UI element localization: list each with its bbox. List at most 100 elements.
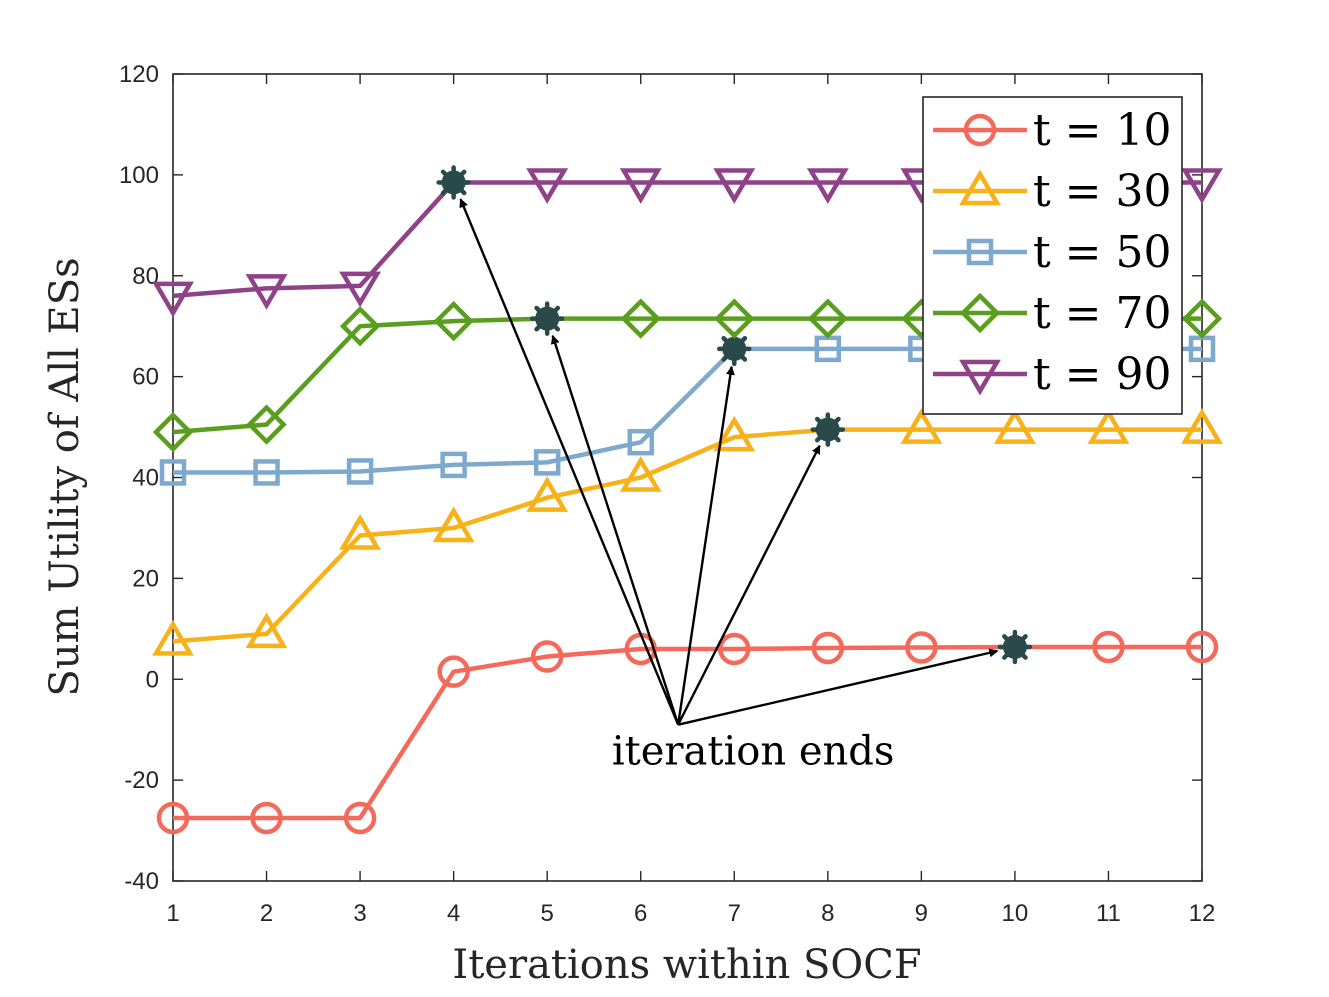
iteration-end-marker [436, 165, 471, 200]
series-2 [152, 408, 1223, 656]
data-point [440, 451, 467, 479]
data-point [620, 298, 661, 339]
data-point [900, 408, 943, 444]
data-point [806, 168, 849, 204]
data-point [250, 801, 283, 835]
data-point [714, 298, 755, 339]
data-point [993, 408, 1036, 444]
data-point [619, 168, 662, 204]
data-point [526, 168, 569, 204]
data-point [437, 655, 470, 688]
annotation-label: iteration ends [612, 729, 895, 775]
y-tick-label: 60 [132, 364, 159, 391]
x-tick-label: 9 [915, 900, 928, 927]
y-axis-title: Sum Utility of All ESs [42, 257, 88, 696]
annotation-group: iteration ends [459, 198, 999, 775]
iteration-end-marker [997, 629, 1033, 665]
end-marker-ray [721, 336, 748, 362]
end-marker-ray [440, 169, 467, 196]
annotation-arrow [676, 365, 735, 725]
series-line [172, 427, 1202, 644]
data-point [339, 514, 382, 550]
data-point [1181, 168, 1223, 204]
iteration-end-marker [529, 301, 565, 336]
x-tick-label: 2 [260, 900, 273, 927]
x-axis-title: Iterations within SOCF [452, 942, 921, 988]
data-point [718, 632, 751, 666]
legend-entry: t = 50 [933, 227, 1172, 278]
data-point [253, 459, 280, 486]
x-tick-label: 11 [1096, 900, 1121, 927]
data-point [1181, 298, 1223, 339]
data-point [807, 298, 849, 339]
data-point [627, 428, 654, 456]
annotation-arrow [677, 444, 821, 726]
iteration-end-marker [810, 412, 846, 447]
data-point [432, 506, 475, 543]
x-tick-label: 1 [166, 900, 179, 927]
data-point [1087, 408, 1130, 444]
y-tick-label: -20 [124, 767, 159, 794]
data-point [346, 458, 374, 485]
legend: t = 10 t = 30 t = 50 t = 70 t = 90 [922, 96, 1183, 415]
data-point [811, 631, 845, 665]
y-tick-label: 40 [132, 465, 159, 492]
data-point [905, 631, 938, 664]
data-point [343, 801, 377, 835]
legend-swatch-marker [959, 359, 1001, 396]
annotation-arrow [550, 334, 680, 726]
data-point [433, 300, 474, 342]
x-tick-label: 5 [541, 900, 554, 927]
legend-label: t = 70 [1033, 288, 1172, 339]
legend-entry: t = 70 [933, 288, 1172, 339]
x-tick-label: 7 [728, 900, 741, 927]
y-tick-label: 0 [146, 666, 159, 693]
x-tick-label: 4 [447, 900, 460, 927]
legend-label: t = 30 [1033, 166, 1172, 217]
x-tick-label: 6 [634, 900, 647, 927]
data-point [530, 640, 564, 673]
legend-entry: t = 10 [933, 105, 1172, 156]
data-point [156, 801, 190, 835]
legend-label: t = 90 [1033, 349, 1172, 400]
data-point [526, 476, 569, 512]
data-point [1181, 408, 1223, 444]
data-point [713, 415, 756, 452]
legend-swatch-marker [959, 169, 1001, 206]
data-point [152, 281, 194, 318]
end-marker-ray [534, 305, 561, 332]
x-tick-label: 8 [821, 900, 834, 927]
end-marker-ray [814, 416, 841, 443]
data-point [246, 404, 287, 445]
legend-swatch-marker [963, 113, 997, 147]
legend-entry: t = 30 [933, 166, 1172, 217]
data-point [245, 274, 288, 310]
x-tick-label: 10 [1002, 900, 1029, 927]
data-point [152, 619, 194, 656]
y-tick-label: 120 [119, 61, 159, 88]
legend-entry: t = 90 [933, 349, 1172, 400]
annotation-arrow [459, 198, 680, 726]
legend-label: t = 10 [1033, 105, 1172, 156]
data-point [619, 456, 662, 492]
y-tick-label: 20 [132, 565, 159, 592]
data-point [1185, 630, 1219, 664]
legend-swatch-marker [966, 238, 994, 266]
data-point [152, 411, 194, 453]
data-point [245, 612, 288, 649]
data-point [159, 459, 187, 486]
data-point [339, 306, 381, 347]
y-tick-label: -40 [124, 868, 159, 895]
data-point [1092, 630, 1125, 664]
data-point [713, 168, 756, 204]
data-point [533, 449, 561, 476]
iteration-end-marker [717, 331, 752, 367]
annotation-arrow [677, 648, 999, 726]
series-1 [156, 629, 1219, 835]
data-point [339, 271, 382, 308]
legend-swatch-marker [959, 292, 1001, 334]
end-marker-ray [1002, 634, 1028, 660]
x-tick-label: 12 [1189, 900, 1216, 927]
